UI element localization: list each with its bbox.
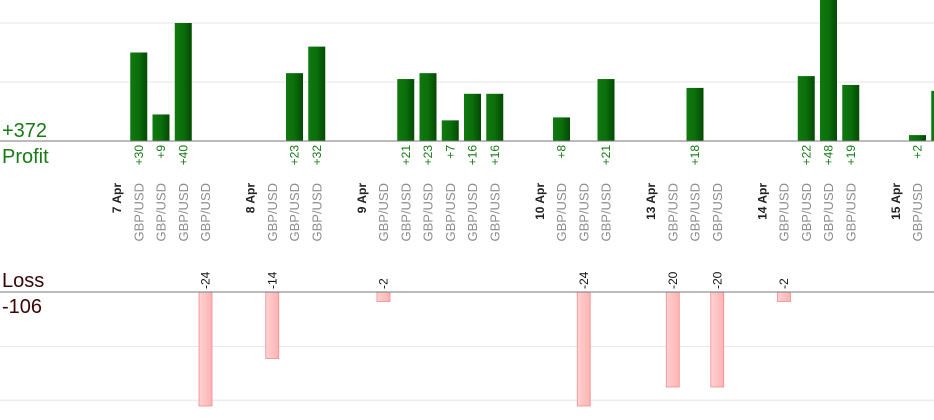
profit-label: Profit bbox=[2, 146, 49, 168]
loss-value-label: -20 bbox=[666, 271, 680, 289]
pair-tick-label: GBP/USD bbox=[710, 183, 725, 242]
loss-value-label: -20 bbox=[710, 271, 724, 289]
profit-bar bbox=[820, 0, 837, 142]
profit-value-label: +40 bbox=[176, 145, 190, 166]
loss-bar bbox=[777, 291, 791, 302]
pair-tick-label: GBP/USD bbox=[843, 183, 858, 242]
pair-tick-label: GBP/USD bbox=[799, 183, 814, 242]
pair-tick-label: GBP/USD bbox=[487, 183, 502, 242]
loss-label: Loss bbox=[2, 270, 44, 292]
loss-value-label: -2 bbox=[777, 278, 791, 289]
loss-value-label: -14 bbox=[265, 271, 279, 289]
date-tick-label: 15 Apr bbox=[889, 183, 903, 220]
pair-tick-label: GBP/USD bbox=[376, 183, 391, 242]
profit-value-label: +16 bbox=[466, 145, 480, 166]
profit-bar bbox=[909, 135, 926, 141]
loss-value-label: -24 bbox=[577, 271, 591, 289]
profit-bar bbox=[130, 52, 148, 141]
pair-tick-label: GBP/USD bbox=[599, 183, 614, 242]
profit-bar bbox=[174, 23, 192, 141]
profit-bar bbox=[842, 84, 860, 141]
profit-bar bbox=[686, 87, 704, 141]
pair-tick-label: GBP/USD bbox=[154, 183, 169, 242]
pair-tick-label: GBP/USD bbox=[443, 183, 458, 242]
profit-value-label: +19 bbox=[844, 145, 858, 166]
profit-value-label: +16 bbox=[488, 145, 502, 166]
loss-bar bbox=[710, 291, 725, 388]
profit-bar bbox=[597, 79, 615, 141]
profit-value-label: +2 bbox=[911, 145, 925, 159]
profit-value-label: +8 bbox=[555, 145, 569, 159]
pair-tick-label: GBP/USD bbox=[665, 183, 680, 242]
pair-tick-label: GBP/USD bbox=[309, 183, 324, 242]
profit-value-label: +7 bbox=[443, 145, 457, 159]
x-axis-labels: GBP/USD GBP/USD GBP/USD GBP/USD GBP/USD GBP/U… bbox=[110, 183, 934, 242]
profit-bar bbox=[797, 76, 815, 141]
axes bbox=[0, 140, 934, 293]
profit-bar bbox=[486, 93, 504, 141]
profit-bar bbox=[152, 114, 170, 141]
pair-tick-label: GBP/USD bbox=[131, 183, 146, 242]
profit-bar bbox=[286, 73, 303, 141]
profit-bar bbox=[931, 90, 934, 141]
pair-tick-label: GBP/USD bbox=[265, 183, 280, 242]
pair-tick-label: GBP/USD bbox=[576, 183, 591, 242]
loss-bar bbox=[576, 291, 591, 407]
pair-tick-label: GBP/USD bbox=[821, 183, 836, 242]
profit-value-label: +30 bbox=[132, 145, 146, 166]
trade-bars bbox=[130, 0, 934, 407]
profit-value-label: +18 bbox=[688, 145, 702, 166]
profit-value-label: +21 bbox=[399, 145, 413, 166]
loss-bar bbox=[376, 291, 391, 302]
pair-tick-label: GBP/USD bbox=[176, 183, 191, 242]
pair-tick-label: GBP/USD bbox=[932, 183, 934, 242]
pair-tick-label: GBP/USD bbox=[777, 183, 792, 242]
bar-value-labels: +30 +9 +40 -24 -14 +23 +32 -2 +21 +23 +7 +16 +16 +8 -2… bbox=[132, 145, 934, 289]
date-tick-label: 14 Apr bbox=[755, 183, 769, 220]
profit-value-label: +32 bbox=[310, 145, 324, 166]
loss-bar bbox=[198, 291, 213, 407]
profit-bar bbox=[553, 117, 570, 141]
pair-tick-label: GBP/USD bbox=[465, 183, 480, 242]
date-tick-label: 9 Apr bbox=[355, 183, 369, 214]
profit-value-label: +21 bbox=[599, 145, 613, 166]
profit-bar bbox=[397, 79, 415, 141]
loss-total: -106 bbox=[2, 296, 42, 318]
date-tick-label: 13 Apr bbox=[644, 183, 658, 220]
date-tick-label: 8 Apr bbox=[244, 183, 258, 214]
profit-value-label: +23 bbox=[421, 145, 435, 166]
profit-total: +372 bbox=[2, 120, 47, 142]
profit-value-label: +22 bbox=[799, 145, 813, 166]
pair-tick-label: GBP/USD bbox=[688, 183, 703, 242]
loss-bar bbox=[265, 291, 280, 359]
pair-tick-label: GBP/USD bbox=[910, 183, 925, 242]
loss-value-label: -2 bbox=[377, 278, 391, 289]
loss-bar bbox=[665, 291, 680, 388]
pair-tick-label: GBP/USD bbox=[554, 183, 569, 242]
pair-tick-label: GBP/USD bbox=[287, 183, 302, 242]
profit-bar bbox=[464, 93, 481, 141]
gridlines bbox=[0, 22, 934, 401]
profit-value-label: +9 bbox=[154, 145, 168, 159]
profit-bar bbox=[419, 73, 437, 141]
profit-value-label: +23 bbox=[288, 145, 302, 166]
pair-tick-label: GBP/USD bbox=[421, 183, 436, 242]
loss-value-label: -24 bbox=[199, 271, 213, 289]
profit-bar bbox=[441, 120, 459, 141]
profit-value-label: +48 bbox=[822, 145, 836, 166]
date-tick-label: 7 Apr bbox=[110, 183, 124, 214]
pair-tick-label: GBP/USD bbox=[198, 183, 213, 242]
pair-tick-label: GBP/USD bbox=[398, 183, 413, 242]
profit-value-label: +17 bbox=[933, 145, 934, 166]
profit-bar bbox=[308, 46, 326, 141]
date-tick-label: 10 Apr bbox=[533, 183, 547, 220]
